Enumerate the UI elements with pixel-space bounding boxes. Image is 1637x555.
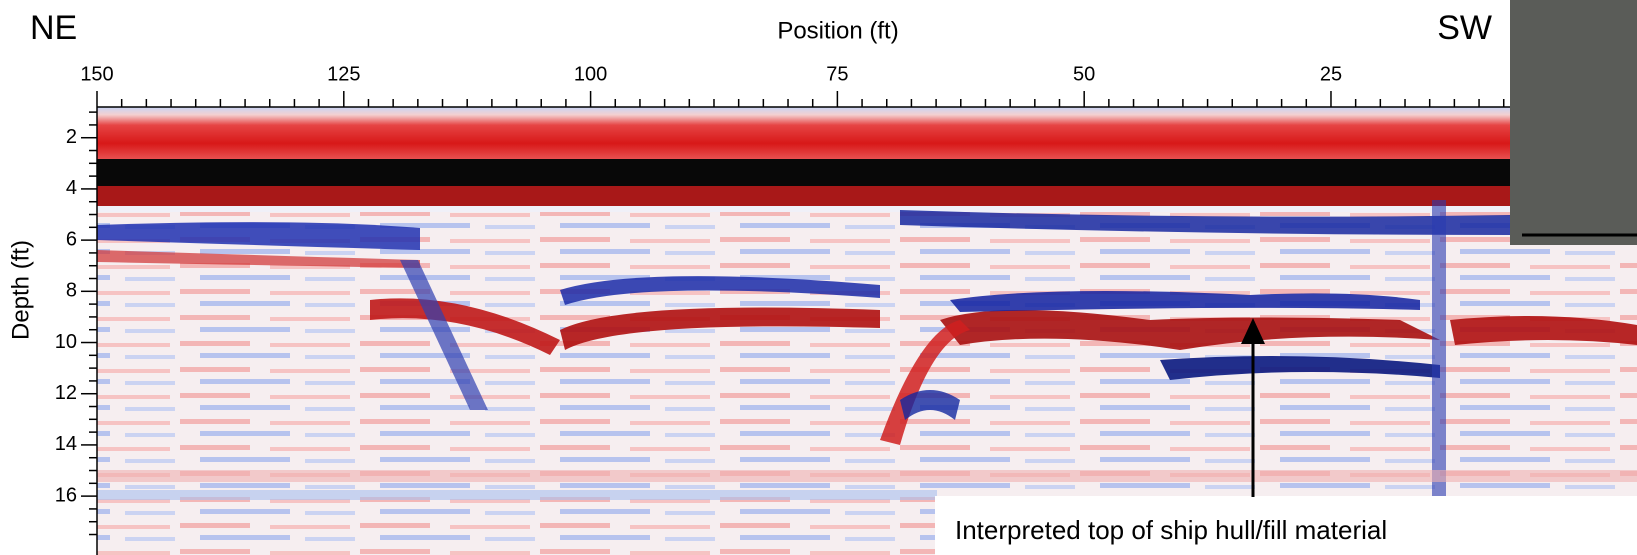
photo-inset xyxy=(1510,0,1637,245)
annotation-text: Interpreted top of ship hull/fill materi… xyxy=(955,515,1387,545)
x-tick-label: 100 xyxy=(574,63,607,85)
x-axis-title: Position (ft) xyxy=(777,17,898,44)
annotation-arrowhead xyxy=(1241,318,1265,344)
x-tick-label: 75 xyxy=(826,63,848,85)
y-tick-label: 10 xyxy=(55,331,77,353)
y-axis-title: Depth (ft) xyxy=(7,240,34,340)
radargram-image xyxy=(97,107,1637,555)
y-tick-label: 4 xyxy=(66,177,77,199)
y-tick-label: 14 xyxy=(55,433,77,455)
y-tick-label: 6 xyxy=(66,228,77,250)
right-direction-label: SW xyxy=(1437,9,1492,47)
y-tick-label: 2 xyxy=(66,126,77,148)
y-tick-label: 16 xyxy=(55,484,77,506)
x-tick-label: 125 xyxy=(327,63,360,85)
x-tick-label: 150 xyxy=(80,63,113,85)
x-tick-label: 50 xyxy=(1073,63,1095,85)
left-direction-label: NE xyxy=(30,9,77,47)
y-tick-label: 8 xyxy=(66,280,77,302)
annotation-box xyxy=(935,496,1637,555)
y-tick-label: 12 xyxy=(55,382,77,404)
x-tick-label: 25 xyxy=(1320,63,1342,85)
